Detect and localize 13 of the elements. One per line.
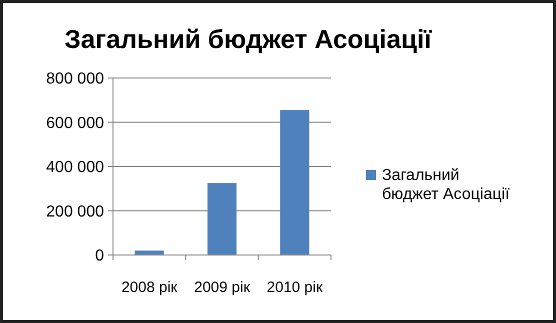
x-tick-label: 2008 рік xyxy=(121,279,178,296)
x-tick-label: 2009 рік xyxy=(194,279,250,296)
y-tick-label: 200 000 xyxy=(46,203,104,220)
chart-title: Загальний бюджет Асоціації xyxy=(64,24,432,54)
y-tick-label: 800 000 xyxy=(46,70,104,88)
y-tick-label: 400 000 xyxy=(46,159,104,176)
bar xyxy=(207,183,237,255)
y-tick-label: 0 xyxy=(95,248,104,265)
bar xyxy=(134,250,164,255)
x-tick-label: 2010 рік xyxy=(266,279,323,296)
y-tick-label: 600 000 xyxy=(46,114,104,132)
bar xyxy=(280,110,310,255)
legend-label: Загальний бюджет Асоціації xyxy=(382,167,510,204)
